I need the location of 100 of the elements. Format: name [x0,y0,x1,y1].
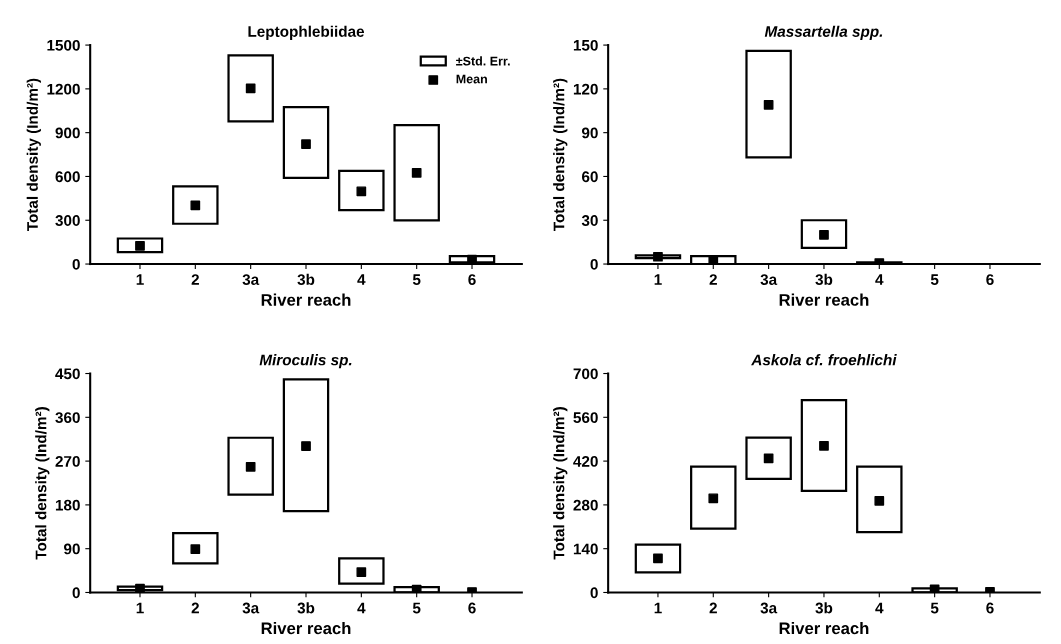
point [874,495,885,506]
y-tick-label: 270 [55,455,80,467]
bar [690,465,737,530]
y-tick-label: 140 [573,543,598,555]
y-tick-label: 90 [64,543,80,555]
y-tick-label: 30 [581,215,598,226]
y-tick-label: 90 [581,127,598,139]
x-tick-label: 2 [191,274,199,285]
x-axis-title: River reach [779,622,869,635]
x-tick-label: 3a [760,602,778,614]
y-tick-label: 280 [573,499,598,511]
point [411,168,422,178]
x-tick-label: 3a [242,602,260,614]
y-tick-label: 120 [573,83,598,95]
x-tick-label: 3b [297,602,315,614]
x-tick-label: 3b [815,273,833,286]
bar [282,106,330,179]
bar [282,378,330,513]
chart-title: Miroculis sp. [259,354,352,369]
x-tick-label: 4 [875,602,884,614]
bar [227,436,274,496]
point [190,544,201,555]
y-axis-title: Total density (Ind/m²) [553,78,568,232]
y-tick-label: 300 [55,215,80,226]
x-axis-title: River reach [261,622,351,635]
point [708,493,719,504]
y-axis-title: Total density (Ind/m²) [553,407,568,560]
point [763,100,774,110]
x-tick-label: 3b [815,602,833,614]
bar [745,436,792,481]
point [356,186,367,197]
bar [800,399,848,492]
point [190,200,201,211]
x-tick-label: 4 [875,274,884,285]
point [301,139,311,149]
x-tick-label: 4 [357,602,366,614]
x-tick-label: 1 [654,274,662,285]
y-tick-label: 420 [573,455,598,467]
y-tick-label: 700 [573,368,598,380]
y-tick-label: 0 [72,258,80,270]
x-tick-label: 5 [412,602,421,614]
point [356,567,367,577]
x-tick-label: 1 [136,602,144,614]
x-tick-label: 3a [242,274,260,286]
y-tick-label: 1500 [47,39,80,51]
x-tick-label: 1 [136,274,144,285]
x-tick-label: 5 [930,274,939,285]
y-tick-label: 60 [581,171,598,183]
x-axis-title: River reach [779,293,869,306]
bar [338,169,385,212]
x-tick-label: 1 [654,602,662,614]
chart-title: Massartella spp. [764,25,883,40]
y-tick-label: 0 [72,587,80,599]
y-tick-label: 0 [590,587,598,599]
chart-title: Leptophlebiidae [248,25,365,40]
bar [634,543,682,574]
point [245,83,256,94]
y-tick-label: 0 [590,258,598,270]
y-tick-label: 450 [55,368,80,380]
x-tick-label: 5 [412,274,421,285]
bar [745,49,792,159]
x-tick-label: 4 [357,274,366,285]
point [301,441,311,451]
point [929,584,940,593]
y-tick-label: 900 [55,127,80,139]
y-tick-label: 560 [573,412,598,423]
y-tick-label: 150 [573,39,598,51]
x-tick-label: 2 [709,274,717,285]
y-tick-label: 180 [55,499,80,511]
bar [227,54,274,123]
bar [172,185,219,225]
point [819,229,829,240]
x-tick-label: 6 [468,602,476,614]
point [653,251,663,262]
x-tick-label: 6 [986,602,994,614]
y-tick-label: 600 [55,171,80,183]
point [245,462,256,472]
x-tick-label: 6 [986,274,994,285]
x-tick-label: 3b [297,273,315,286]
point [135,241,145,251]
point [763,453,774,464]
x-tick-label: 3a [760,274,778,286]
bar [856,465,903,534]
point [135,583,145,593]
bar [172,532,219,565]
point [819,440,829,451]
legend-label: ±Std. Err. [456,56,510,66]
x-tick-label: 6 [468,274,476,285]
bar [393,124,440,222]
y-axis-title: Total density (Ind/m²) [35,407,50,560]
y-tick-label: 1200 [47,83,80,95]
x-tick-label: 2 [191,602,199,614]
x-tick-label: 2 [709,602,717,614]
y-axis-title: Total density (Ind/m²) [26,78,41,232]
y-tick-label: 360 [55,412,80,424]
bar [338,557,385,585]
x-tick-label: 5 [930,602,939,614]
point [653,553,663,564]
chart-title: Askola cf. froehlichi [751,354,897,366]
x-axis-title: River reach [261,293,351,306]
